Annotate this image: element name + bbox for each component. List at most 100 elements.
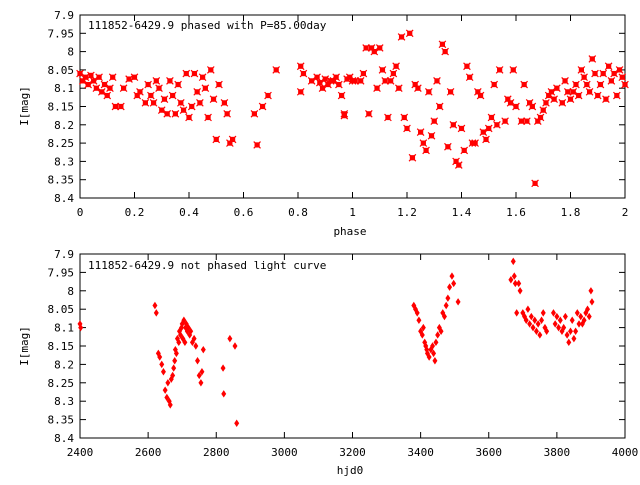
phased-data-point xyxy=(607,77,616,85)
unphased-plot-frame xyxy=(79,253,626,439)
phased-data-point xyxy=(602,95,610,104)
phased-data-point xyxy=(381,77,390,85)
unphased-data-point xyxy=(511,272,517,280)
phased-data-point xyxy=(572,80,580,89)
phased-data-point xyxy=(168,91,177,100)
phased-data-point xyxy=(414,84,422,93)
phased-data-point xyxy=(209,95,218,104)
phased-data-point xyxy=(359,69,368,78)
phased-data-point xyxy=(106,84,114,93)
phased-data-point xyxy=(621,80,629,89)
unphased-data-point xyxy=(438,327,444,336)
unphased-data-point xyxy=(167,401,173,409)
phased-data-point xyxy=(87,71,95,80)
unphased-data-point xyxy=(170,371,176,380)
phased-data-point xyxy=(340,111,349,120)
unphased-data-point xyxy=(220,364,226,372)
unphased-data-point xyxy=(568,327,573,336)
phased-data-point xyxy=(523,117,531,125)
unphased-data-point xyxy=(419,331,425,339)
phased-data-point xyxy=(484,124,493,133)
phased-data-point xyxy=(92,84,101,93)
unphased-data-point xyxy=(193,342,199,350)
unphased-data-point xyxy=(449,272,455,280)
unphased-data-point xyxy=(196,371,202,380)
unphased-data-point xyxy=(578,312,584,321)
unphased-data-point xyxy=(514,309,520,317)
phased-data-point xyxy=(125,75,133,83)
unphased-data-point xyxy=(544,327,550,336)
phased-data-point xyxy=(296,88,305,96)
unphased-data-point xyxy=(180,334,186,343)
phased-data-point xyxy=(185,113,193,122)
phased-x-tick-label: 0 xyxy=(77,206,84,219)
unphased-data-point xyxy=(540,309,546,317)
unphased-data-point xyxy=(537,331,543,339)
phased-data-point xyxy=(487,113,496,122)
unphased-x-tick-label: 3200 xyxy=(339,446,366,459)
phased-data-point xyxy=(177,99,185,107)
phased-data-point xyxy=(553,84,561,93)
phased-data-point xyxy=(471,139,479,147)
phased-data-point xyxy=(449,120,458,129)
phased-data-point xyxy=(198,73,207,82)
phased-data-point xyxy=(610,69,618,78)
unphased-data-point xyxy=(234,419,240,428)
phased-x-tick-label: 0.6 xyxy=(234,206,254,219)
phased-y-tick-label: 7.9 xyxy=(54,9,74,22)
unphased-data-point xyxy=(525,305,531,313)
phased-data-point xyxy=(593,91,602,100)
phased-data-point xyxy=(318,84,327,93)
phased-data-point xyxy=(395,84,403,93)
phased-data-point xyxy=(362,44,370,52)
phased-data-point xyxy=(212,135,221,144)
unphased-x-tick-label: 3600 xyxy=(476,446,503,459)
unphased-y-tick-label: 8.25 xyxy=(48,377,75,390)
phased-data-point xyxy=(130,73,139,82)
unphased-data-point xyxy=(589,298,595,306)
phased-data-point xyxy=(433,77,441,85)
phased-data-point xyxy=(509,66,518,74)
unphased-data-point xyxy=(183,320,189,328)
phased-data-point xyxy=(403,124,411,133)
phased-data-point xyxy=(591,69,599,78)
phased-data-point xyxy=(588,55,597,63)
unphased-data-point xyxy=(566,338,572,347)
phased-light-curve-panel: phase I[mag] 7.9 7.95 8 8.05 8.1 8.15 8.2 8.25 8… xyxy=(18,9,629,238)
phased-data-point xyxy=(463,62,471,71)
unphased-data-point xyxy=(564,331,570,339)
phased-data-point xyxy=(520,80,528,89)
unphased-data-point xyxy=(152,301,158,310)
phased-y-axis-label: I[mag] xyxy=(18,86,31,126)
phased-data-point xyxy=(365,109,373,118)
phased-data-point xyxy=(356,77,365,85)
phased-data-point xyxy=(179,106,188,114)
unphased-data-point xyxy=(172,356,178,365)
phased-data-point xyxy=(577,66,586,74)
phased-data-point xyxy=(384,113,392,122)
unphased-data-point xyxy=(445,294,451,302)
phased-data-point xyxy=(182,69,191,78)
phased-data-point xyxy=(476,91,485,100)
phased-data-point xyxy=(416,128,425,136)
phased-data-point xyxy=(424,88,433,96)
unphased-data-point xyxy=(164,393,170,402)
phased-y-tick-label: 8.4 xyxy=(54,192,74,205)
phased-data-point xyxy=(253,141,261,149)
unphased-x-tick-label: 2600 xyxy=(135,446,162,459)
unphased-data-point xyxy=(443,301,449,310)
phased-data-point xyxy=(174,80,182,89)
unphased-y-tick-label: 8.2 xyxy=(54,358,74,371)
unphased-data-point xyxy=(557,316,563,324)
phased-data-point xyxy=(479,128,488,136)
phased-data-point xyxy=(604,62,613,71)
phased-x-tick-label: 0.2 xyxy=(125,206,145,219)
phased-data-point xyxy=(493,120,501,129)
phased-data-point xyxy=(438,40,447,49)
unphased-data-point xyxy=(510,257,516,266)
phased-data-point xyxy=(187,102,196,111)
unphased-x-tick-label: 3800 xyxy=(544,446,571,459)
phased-data-point xyxy=(111,102,120,111)
phased-data-point xyxy=(119,84,128,93)
